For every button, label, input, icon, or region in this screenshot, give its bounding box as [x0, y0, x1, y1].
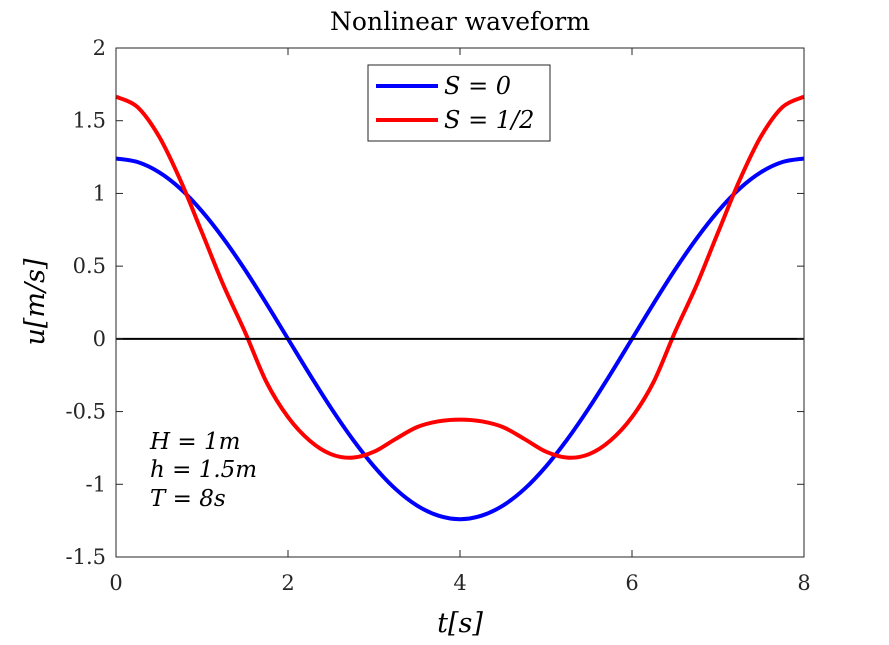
y-axis-label: u[m/s]: [20, 258, 51, 345]
legend-box: [367, 64, 551, 142]
y-tick-label: 0: [93, 327, 106, 351]
series-line-0: [115, 156, 805, 522]
legend-label-s1: S = 1/2: [444, 106, 534, 134]
y-tick-label: 0.5: [73, 254, 106, 278]
x-axis-label: t[s]: [437, 608, 483, 639]
parameter-annotations: H = 1m h = 1.5m T = 8s: [149, 429, 257, 512]
y-tick-label: 1: [93, 181, 106, 205]
x-tick-label: 8: [797, 571, 810, 595]
y-tick-label: -0.5: [66, 400, 107, 424]
y-tick-label: 2: [93, 36, 106, 60]
annotation-wave-height: H = 1m: [149, 429, 240, 455]
y-tick-label: -1.5: [66, 545, 107, 569]
x-tick-label: 4: [453, 571, 466, 595]
legend: S = 0 S = 1/2: [367, 64, 551, 142]
annotation-water-depth: h = 1.5m: [150, 457, 257, 483]
x-tick-label: 6: [625, 571, 638, 595]
chart-title: Nonlinear waveform: [330, 7, 590, 36]
legend-label-s0: S = 0: [444, 72, 511, 100]
annotation-wave-period: T = 8s: [150, 486, 226, 512]
series-layer: [115, 94, 805, 522]
y-tick-label: 1.5: [73, 109, 106, 133]
x-tick-label: 0: [109, 571, 122, 595]
x-tick-label: 2: [281, 571, 294, 595]
axes-layer: 0 2 4 6 8 -1.5 -1 -0.5 0 0.5 1 1.5 2: [66, 36, 811, 595]
y-tick-label: -1: [86, 472, 106, 496]
series-line-1: [115, 94, 805, 460]
